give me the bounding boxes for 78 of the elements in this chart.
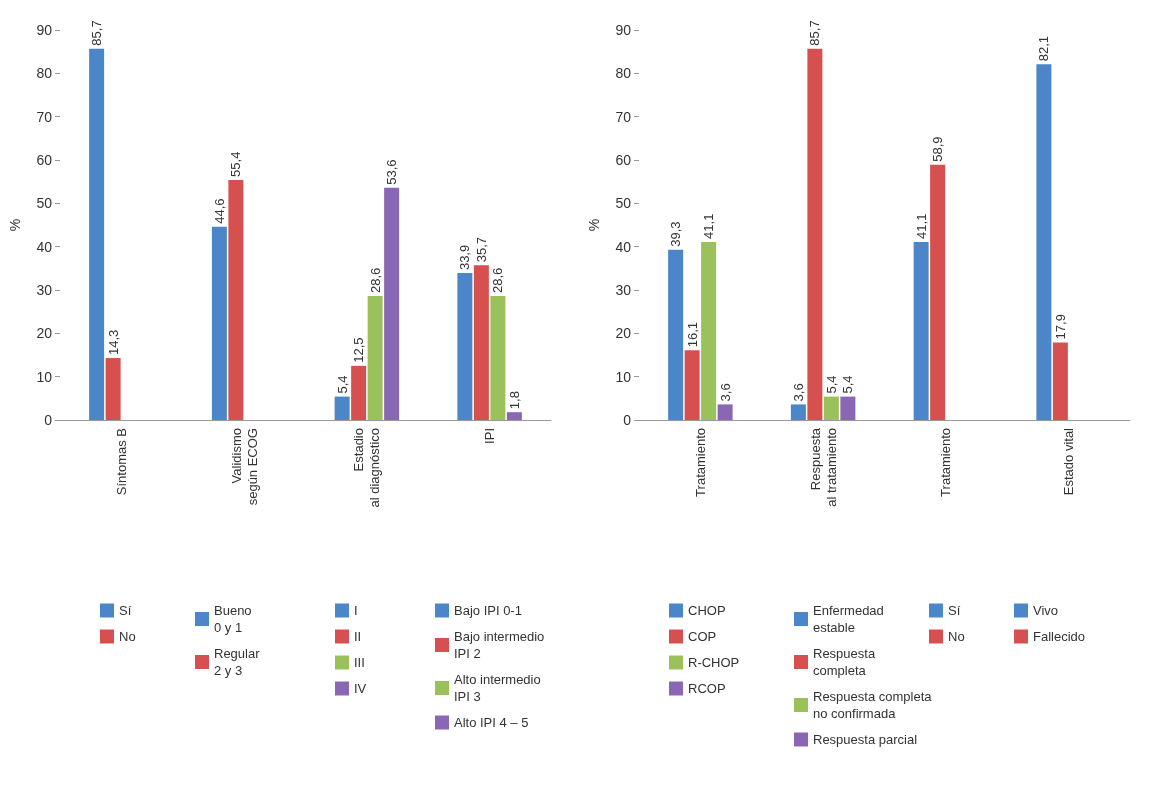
legend-label: Alto IPI 4 – 5 [454, 715, 529, 730]
y-tick-label: 70 [615, 108, 632, 125]
legend-label: Respuesta completa [813, 646, 876, 678]
data-label: 1,8 [506, 391, 522, 410]
x-tick-label: Síntomas B [113, 428, 129, 496]
legend-label: Sí [948, 603, 961, 618]
legend-label: CHOP [688, 603, 726, 618]
data-label: 3,6 [717, 383, 733, 402]
legend-label: Bajo intermedio IPI 2 [454, 629, 545, 661]
y-tick-label: 40 [36, 238, 53, 255]
legend-label: Respuesta parcial [813, 732, 918, 747]
x-tick-label: Estado vital [1061, 427, 1077, 496]
data-label: 41,1 [913, 213, 929, 239]
x-tick-label: Tratamiento [938, 428, 954, 497]
legend-label: III [354, 655, 365, 670]
data-label: 35,7 [473, 236, 489, 263]
y-tick-label: 40 [615, 238, 632, 255]
x-tick-label: IPI [482, 428, 498, 444]
y-axis-title: % [7, 218, 23, 232]
legend-label: I [354, 603, 358, 618]
y-tick-label: 90 [36, 22, 53, 38]
y-tick-label: 30 [615, 282, 632, 298]
data-label: 12,5 [351, 337, 367, 363]
data-label: 55,4 [228, 151, 244, 177]
legend-label: RCOP [688, 681, 726, 696]
y-tick-label: 10 [615, 368, 632, 385]
legend-label: IV [354, 681, 367, 696]
legend-label: Bueno 0 y 1 [214, 603, 252, 635]
y-tick-label: 0 [623, 412, 632, 428]
legend-label: No [948, 629, 965, 644]
data-label: 82,1 [1036, 35, 1052, 62]
data-label: 39,3 [668, 221, 684, 247]
x-tick-label: Tratamiento [692, 428, 708, 497]
data-label: 5,4 [823, 375, 839, 394]
legend-label: Respuesta completa no confirmada [813, 689, 933, 721]
data-label: 85,7 [807, 20, 823, 46]
y-tick-label: 30 [36, 282, 53, 298]
legend-label: Fallecido [1033, 629, 1086, 644]
data-label: 16,1 [684, 321, 700, 348]
y-tick-label: 80 [615, 65, 632, 82]
y-axis-title: % [586, 218, 602, 232]
y-tick-label: 20 [615, 325, 632, 342]
y-tick-label: 20 [36, 325, 53, 342]
legend-label: II [354, 629, 362, 644]
data-label: 85,7 [89, 20, 105, 46]
legend-label: R-CHOP [688, 655, 740, 670]
y-tick-label: 10 [36, 368, 53, 385]
data-label: 44,6 [211, 198, 227, 224]
x-tick-label: Validismo según ECOG [228, 428, 260, 506]
y-tick-label: 60 [36, 152, 53, 168]
y-tick-label: 0 [44, 412, 53, 428]
data-label: 58,9 [930, 136, 946, 162]
data-label: 3,6 [790, 383, 806, 402]
legend-label: Regular 2 y 3 [214, 646, 261, 678]
x-tick-label: Respuesta al tratamiento [807, 427, 839, 507]
data-label: 5,4 [840, 375, 856, 394]
y-tick-label: 90 [615, 22, 632, 38]
y-tick-label: 50 [36, 195, 53, 212]
data-label: 17,9 [1052, 314, 1068, 340]
y-tick-label: 60 [615, 152, 632, 168]
legend-label: Alto intermedio IPI 3 [454, 672, 541, 704]
x-tick-label: Estadio al diagnóstico [351, 428, 383, 508]
data-label: 33,9 [457, 244, 473, 271]
legend-label: Bajo IPI 0-1 [454, 603, 522, 618]
legend-label: Vivo [1033, 603, 1059, 618]
y-tick-label: 70 [36, 108, 53, 125]
data-label: 28,6 [490, 267, 506, 294]
legend-label: COP [688, 629, 717, 644]
data-label: 41,1 [701, 213, 717, 239]
data-label: 28,6 [367, 267, 383, 294]
data-label: 5,4 [334, 375, 350, 394]
legend-label: Enfermedad estable [813, 603, 884, 635]
data-label: 53,6 [384, 159, 400, 185]
y-tick-label: 80 [36, 65, 53, 82]
data-label: 14,3 [105, 329, 121, 356]
legend-label: No [119, 629, 136, 644]
legend-label: Sí [119, 603, 132, 618]
y-tick-label: 50 [615, 195, 632, 212]
